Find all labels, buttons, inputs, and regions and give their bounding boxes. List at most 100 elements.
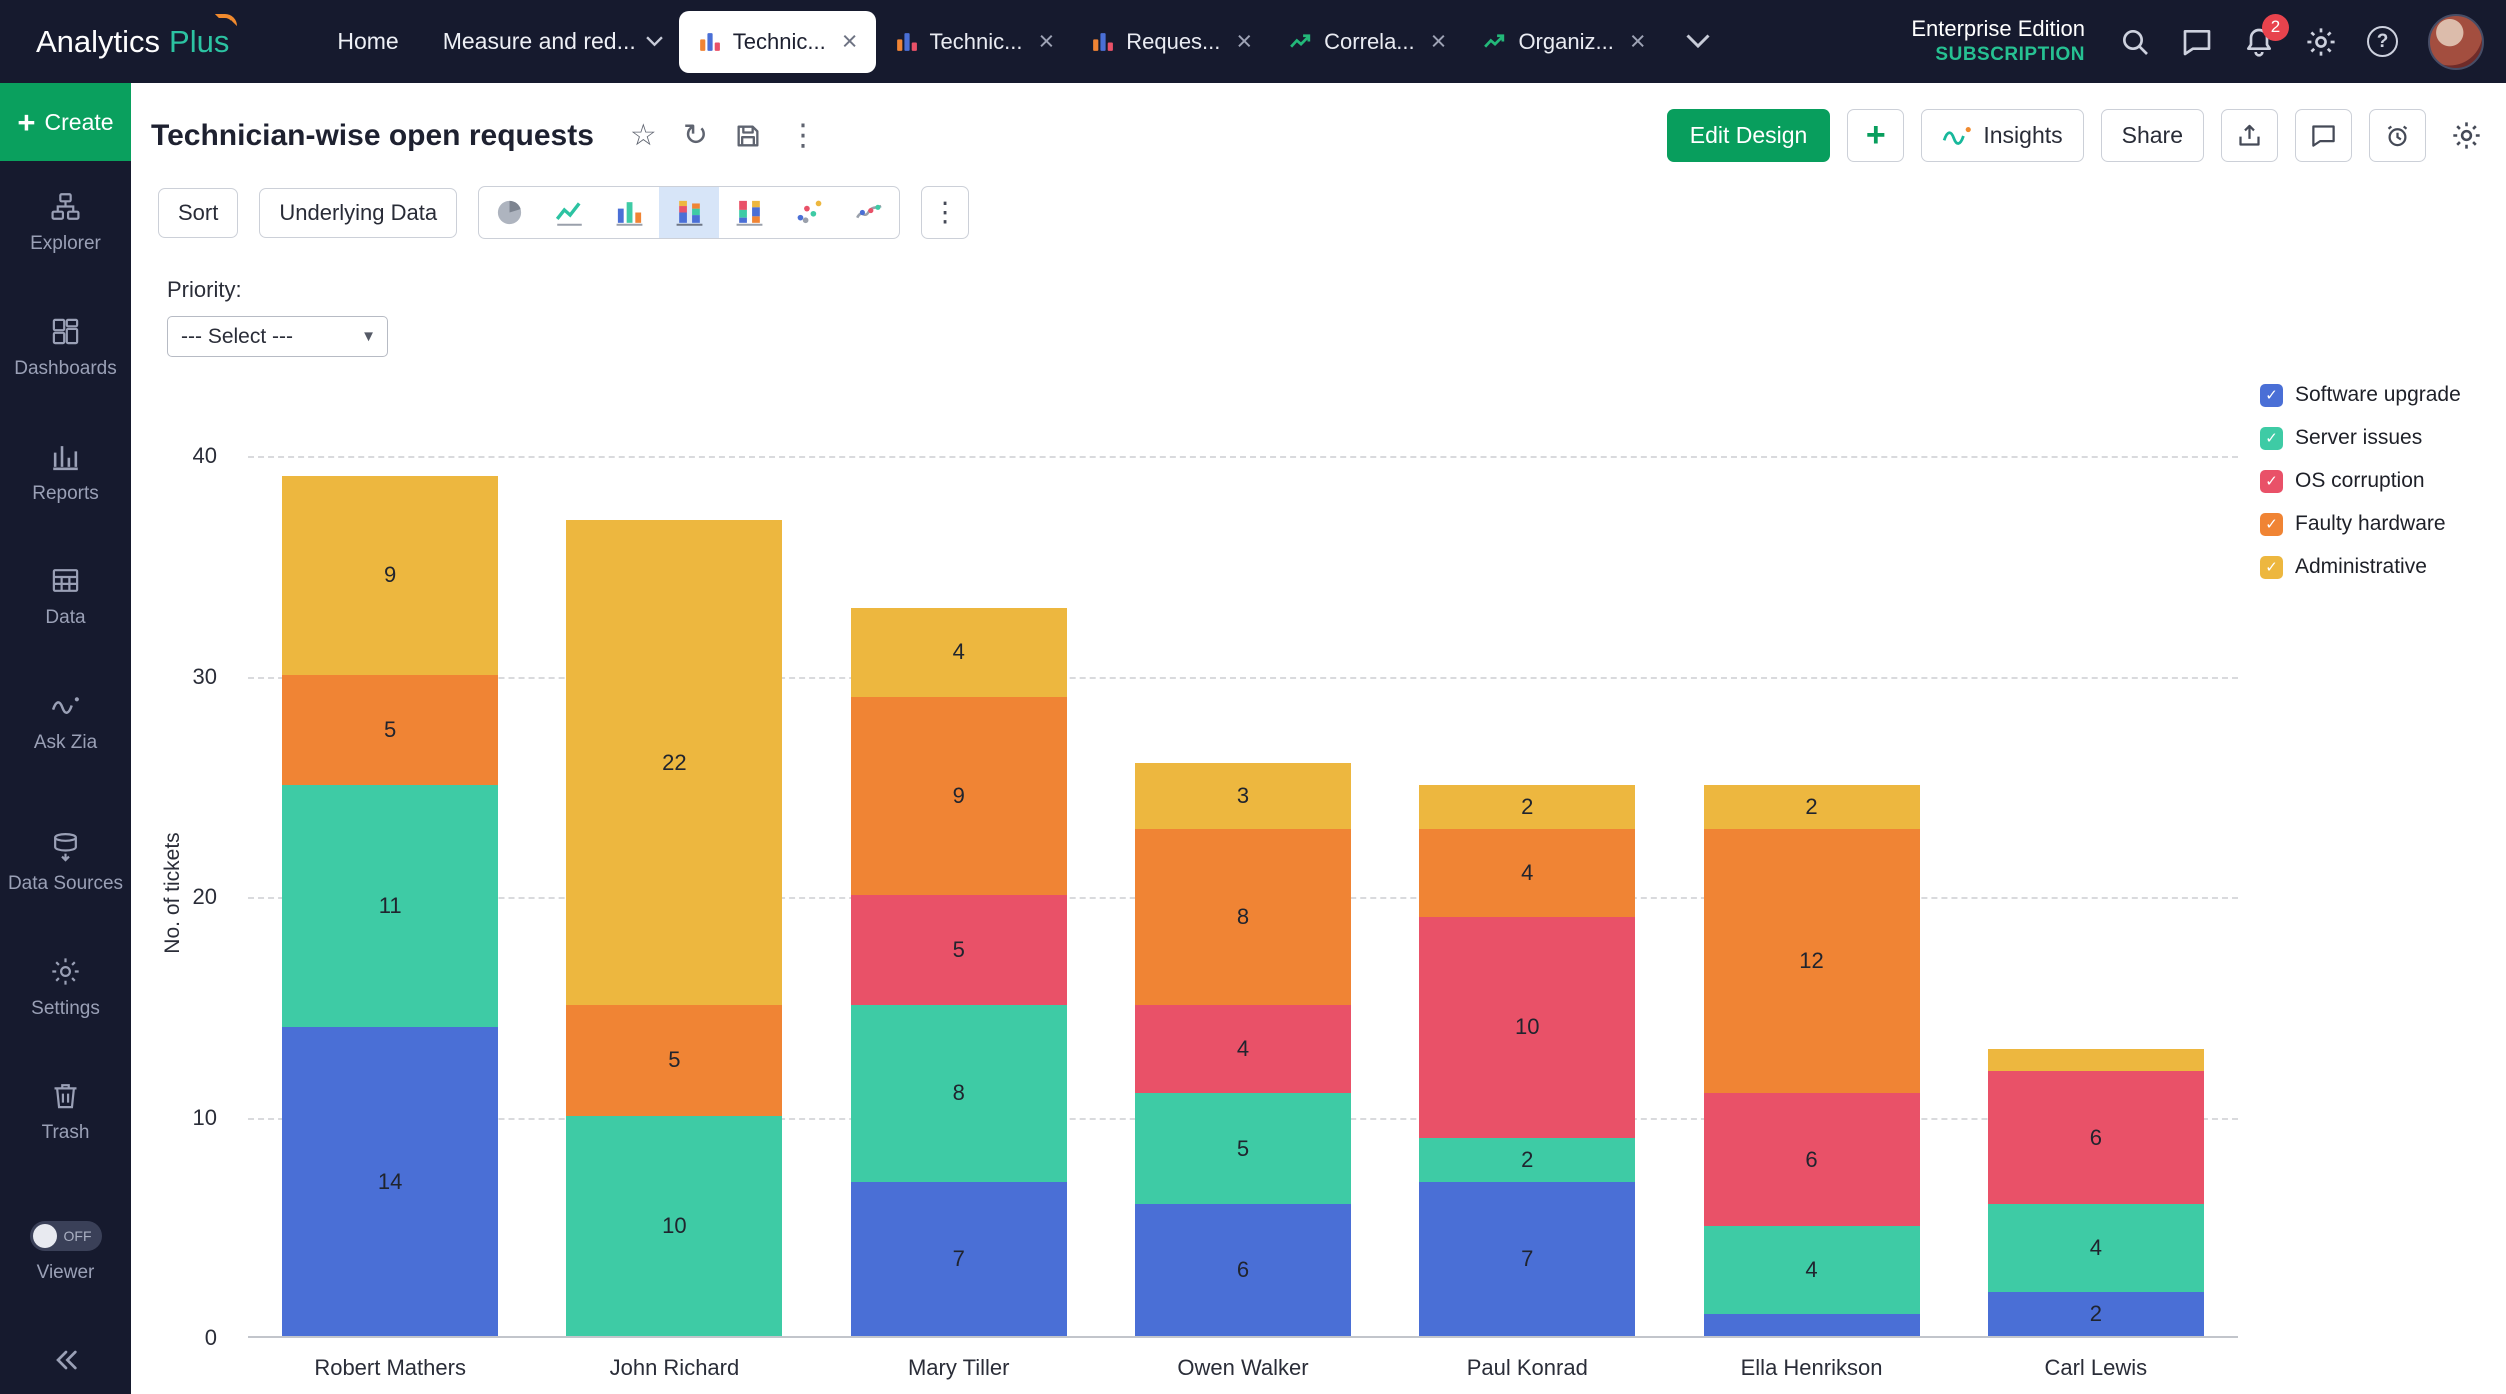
bar-segment[interactable]: 6 xyxy=(1134,1203,1351,1336)
stacked-bar-100-chart-icon[interactable] xyxy=(719,187,779,238)
bar-value-label: 11 xyxy=(378,893,402,919)
bar-segment[interactable]: 2 xyxy=(1703,784,1920,829)
bar-segment[interactable]: 4 xyxy=(1987,1203,2204,1292)
more-options-icon[interactable]: ⋮ xyxy=(787,118,818,152)
bar-segment[interactable]: 5 xyxy=(282,674,499,785)
legend-item-server-issues[interactable]: ✓ Server issues xyxy=(2260,426,2461,450)
search-icon[interactable] xyxy=(2119,26,2151,58)
comments-button[interactable] xyxy=(2295,109,2352,162)
bar-segment[interactable]: 14 xyxy=(282,1027,499,1336)
settings-gear-icon[interactable] xyxy=(2305,26,2337,58)
menu-home[interactable]: Home xyxy=(337,28,398,55)
bar-segment[interactable]: 8 xyxy=(1134,828,1351,1006)
bar-segment[interactable]: 6 xyxy=(1703,1093,1920,1226)
tab-overflow-chevron-icon[interactable] xyxy=(1686,34,1710,49)
bar-chart-icon[interactable] xyxy=(599,187,659,238)
tab-close-icon[interactable]: × xyxy=(1038,26,1055,56)
bar-segment[interactable]: 2 xyxy=(1419,1137,1636,1182)
app-logo[interactable]: Analytics Plus xyxy=(36,13,238,60)
bar-segment[interactable]: 3 xyxy=(1134,762,1351,829)
sidebar-item-data-sources[interactable]: Data Sources xyxy=(0,801,131,926)
share-button[interactable]: Share xyxy=(2100,109,2204,162)
legend-checkbox-icon[interactable]: ✓ xyxy=(2260,469,2283,493)
sidebar-item-reports[interactable]: Reports xyxy=(0,411,131,536)
legend-checkbox-icon[interactable]: ✓ xyxy=(2260,512,2283,536)
bar-segment[interactable]: 10 xyxy=(1419,917,1636,1138)
stacked-bar-chart-icon[interactable] xyxy=(659,187,720,238)
viewer-toggle[interactable]: OFF xyxy=(29,1221,102,1251)
user-avatar[interactable] xyxy=(2428,13,2484,70)
collapse-sidebar-icon[interactable] xyxy=(50,1344,82,1376)
bar-segment[interactable]: 5 xyxy=(566,1005,783,1116)
bar-segment[interactable]: 7 xyxy=(850,1181,1067,1336)
favorite-star-icon[interactable]: ☆ xyxy=(629,118,657,152)
subscription-link[interactable]: SUBSCRIPTION xyxy=(1935,44,2085,66)
bar-segment[interactable]: 4 xyxy=(1703,1225,1920,1314)
bar-segment[interactable]: 10 xyxy=(566,1115,783,1336)
scatter-chart-icon[interactable] xyxy=(779,187,839,238)
bar-segment[interactable]: 6 xyxy=(1987,1071,2204,1204)
bar-segment[interactable] xyxy=(1987,1049,2204,1072)
combo-chart-icon[interactable] xyxy=(839,187,899,238)
tab-close-icon[interactable]: × xyxy=(1236,26,1253,56)
legend-checkbox-icon[interactable]: ✓ xyxy=(2260,555,2283,579)
sidebar-item-dashboards[interactable]: Dashboards xyxy=(0,286,131,411)
tab-close-icon[interactable]: × xyxy=(841,26,858,56)
tab-0-technic[interactable]: Technic... × xyxy=(678,10,876,73)
line-chart-icon[interactable] xyxy=(539,187,599,238)
bar-segment[interactable]: 22 xyxy=(566,520,783,1006)
sort-button[interactable]: Sort xyxy=(158,187,239,238)
legend-item-administrative[interactable]: ✓ Administrative xyxy=(2260,555,2461,579)
legend-checkbox-icon[interactable]: ✓ xyxy=(2260,426,2283,450)
x-category-label: Robert Mathers xyxy=(314,1355,466,1380)
bar-segment[interactable]: 11 xyxy=(282,784,499,1028)
insights-button[interactable]: Insights xyxy=(1921,109,2084,162)
create-button[interactable]: + Create xyxy=(0,83,131,161)
bar-segment[interactable]: 4 xyxy=(1134,1005,1351,1094)
line-chart-icon xyxy=(1482,29,1507,54)
sidebar-item-ask-zia[interactable]: Ask Zia xyxy=(0,660,131,785)
refresh-icon[interactable]: ↻ xyxy=(682,118,708,152)
bar-segment[interactable]: 12 xyxy=(1703,828,1920,1094)
toolbar-more-icon[interactable]: ⋮ xyxy=(921,186,970,239)
add-tab-button[interactable]: + xyxy=(1847,109,1905,162)
chat-icon[interactable] xyxy=(2181,26,2213,58)
legend-checkbox-icon[interactable]: ✓ xyxy=(2260,383,2283,407)
sidebar-item-explorer[interactable]: Explorer xyxy=(0,161,131,286)
report-settings-gear-icon[interactable] xyxy=(2451,120,2482,151)
bar-segment[interactable]: 2 xyxy=(1419,784,1636,829)
help-icon[interactable]: ? xyxy=(2367,26,2398,57)
tab-1-technic[interactable]: Technic... × xyxy=(876,11,1073,73)
tab-close-icon[interactable]: × xyxy=(1629,26,1646,56)
bar-segment[interactable]: 4 xyxy=(850,608,1067,697)
menu-measure[interactable]: Measure and red... xyxy=(443,28,663,55)
export-button[interactable] xyxy=(2221,109,2278,162)
alerts-button[interactable] xyxy=(2369,109,2426,162)
bar-segment[interactable]: 9 xyxy=(282,476,499,675)
save-icon[interactable] xyxy=(734,122,762,150)
tab-close-icon[interactable]: × xyxy=(1430,26,1447,56)
edit-design-button[interactable]: Edit Design xyxy=(1666,109,1831,162)
legend-item-os-corruption[interactable]: ✓ OS corruption xyxy=(2260,469,2461,493)
bar-segment[interactable]: 9 xyxy=(850,696,1067,896)
tab-3-correla[interactable]: Correla... × xyxy=(1270,11,1464,73)
priority-select[interactable]: --- Select --- ▼ xyxy=(167,316,388,357)
underlying-data-button[interactable]: Underlying Data xyxy=(259,187,458,238)
bar-segment[interactable]: 5 xyxy=(850,895,1067,1006)
bar-segment[interactable]: 8 xyxy=(850,1005,1067,1182)
sidebar-item-trash[interactable]: Trash xyxy=(0,1050,131,1175)
tab-4-organiz[interactable]: Organiz... × xyxy=(1464,11,1663,73)
sidebar-item-settings[interactable]: Settings xyxy=(0,926,131,1051)
bar-segment[interactable] xyxy=(1703,1313,1920,1336)
bar-segment[interactable]: 2 xyxy=(1987,1291,2204,1336)
bar-segment[interactable]: 5 xyxy=(1134,1093,1351,1204)
data-icon xyxy=(50,565,81,596)
legend-item-faulty-hardware[interactable]: ✓ Faulty hardware xyxy=(2260,512,2461,536)
legend-item-software-upgrade[interactable]: ✓ Software upgrade xyxy=(2260,383,2461,407)
notifications-bell-icon[interactable]: 2 xyxy=(2243,13,2289,58)
tab-2-reques[interactable]: Reques... × xyxy=(1072,11,1270,73)
bar-segment[interactable]: 7 xyxy=(1419,1181,1636,1336)
sidebar-item-data[interactable]: Data xyxy=(0,535,131,660)
bar-segment[interactable]: 4 xyxy=(1419,828,1636,918)
pie-chart-icon[interactable] xyxy=(479,187,539,238)
